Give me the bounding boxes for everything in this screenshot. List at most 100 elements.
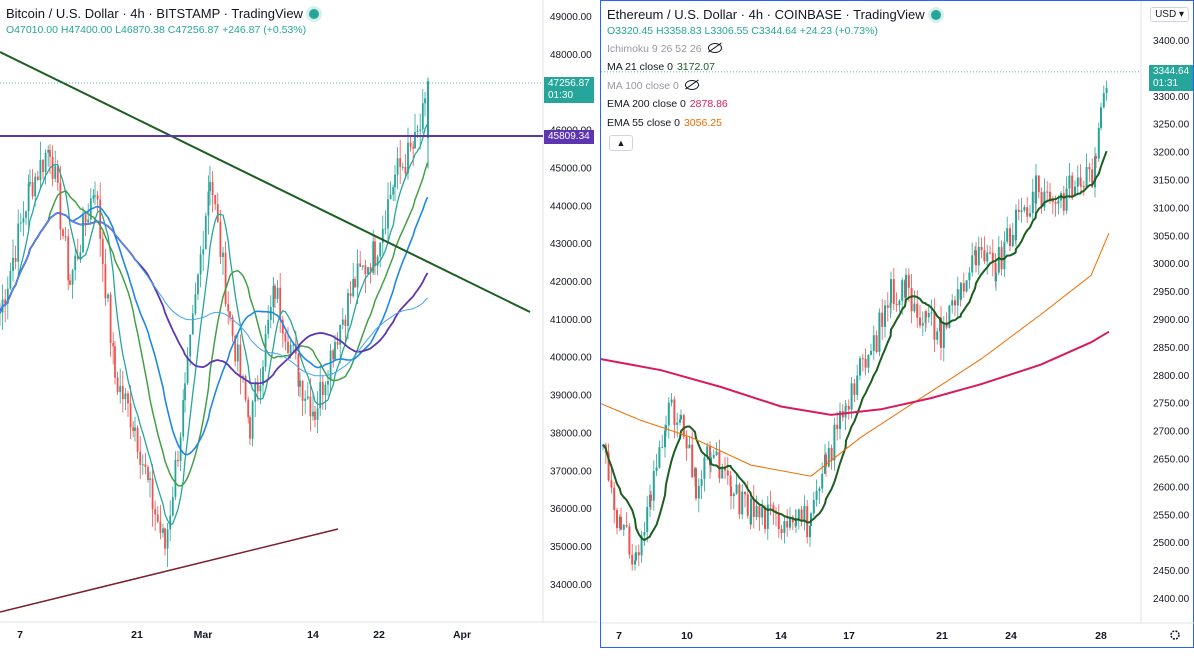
eth-candle [1023, 207, 1026, 211]
btc-candle [14, 257, 17, 262]
indicator-ema200[interactable]: EMA 200 close 0 2878.86 [607, 98, 728, 110]
btc-candle [29, 181, 31, 184]
eth-candle [750, 498, 752, 525]
eth-date-tick: 17 [843, 630, 855, 642]
btc-candle [62, 229, 64, 237]
btc-candle [149, 478, 151, 480]
indicator-ma21-label: MA 21 close 0 [607, 61, 673, 73]
currency-selector[interactable]: USD ▾ [1150, 7, 1189, 22]
btc-candle [407, 142, 409, 174]
btc-candle [27, 183, 30, 212]
eth-candle [726, 470, 729, 476]
indicator-ma100-label: MA 100 close 0 [607, 80, 679, 92]
eth-candle [715, 451, 718, 456]
btc-price-tick: 40000.00 [550, 353, 592, 364]
eth-candle [812, 499, 815, 514]
btc-candle [39, 159, 42, 181]
btc-candle [239, 344, 242, 377]
eth-candle [800, 509, 803, 522]
btc-candle [279, 287, 282, 320]
eth-candle [780, 528, 783, 533]
eth-candle [954, 300, 956, 306]
eth-candle [870, 350, 872, 355]
btc-candle [199, 254, 202, 275]
hidden-eye-icon[interactable] [684, 80, 699, 90]
eth-date-tick: 24 [1005, 630, 1017, 642]
eth-candle [948, 305, 951, 328]
eth-candle [1082, 186, 1085, 188]
eth-chart-pane[interactable]: 3400.003350.003300.003250.003200.003150.… [600, 0, 1194, 648]
eth-candle [688, 444, 691, 449]
eth-ema200-line [601, 330, 1110, 416]
btc-candle [19, 222, 22, 224]
btc-candle [381, 228, 384, 243]
indicator-ichimoku[interactable]: Ichimoku 9 26 52 26 [607, 43, 722, 55]
eth-title-text: Ethereum / U.S. Dollar · 4h · COINBASE ·… [607, 7, 925, 22]
eth-candle [1085, 167, 1088, 188]
btc-candle [191, 313, 194, 335]
btc-candle [144, 464, 147, 467]
btc-candle [87, 219, 90, 223]
btc-candle [379, 242, 382, 257]
btc-chart-pane[interactable]: 49000.0048000.0046000.0045000.0044000.00… [0, 0, 598, 648]
eth-candle [994, 262, 997, 282]
btc-candle [216, 204, 219, 222]
btc-candle [389, 194, 392, 200]
eth-candle [1079, 177, 1082, 186]
eth-candle [872, 335, 875, 351]
btc-candle [219, 221, 222, 257]
eth-candle [646, 506, 649, 532]
eth-price-tick: 3000.00 [1153, 259, 1190, 270]
eth-candle [977, 246, 980, 266]
eth-price-tick: 2600.00 [1153, 482, 1190, 493]
eth-candle [951, 300, 954, 306]
btc-chart-title: Bitcoin / U.S. Dollar · 4h · BITSTAMP · … [6, 6, 319, 21]
eth-candle [818, 488, 821, 491]
indicator-ema200-label: EMA 200 close 0 [607, 98, 686, 110]
collapse-legend-button[interactable]: ▲ [609, 135, 633, 151]
eth-candle [1011, 234, 1014, 247]
indicator-ma21[interactable]: MA 21 close 0 3172.07 [607, 61, 715, 73]
btc-candle [69, 280, 71, 285]
eth-date-tick: 7 [616, 630, 622, 642]
eth-candle [676, 422, 679, 425]
btc-candle [369, 267, 372, 273]
eth-candle [997, 247, 1000, 273]
eth-candle [724, 468, 726, 471]
eth-chart-canvas[interactable]: 3400.003350.003300.003250.003200.003150.… [601, 1, 1194, 649]
eth-candle [910, 287, 913, 312]
btc-candle [339, 324, 342, 345]
eth-candle [853, 383, 856, 395]
btc-candle [31, 181, 34, 197]
eth-chart-title: Ethereum / U.S. Dollar · 4h · COINBASE ·… [607, 7, 941, 22]
eth-candle [867, 354, 870, 368]
indicator-ema55[interactable]: EMA 55 close 0 3056.25 [607, 117, 722, 129]
btc-chart-canvas[interactable]: 49000.0048000.0046000.0045000.0044000.00… [0, 0, 598, 648]
btc-candle [304, 398, 307, 401]
btc-candle [267, 319, 270, 334]
btc-candle [134, 427, 136, 431]
eth-candle [968, 272, 971, 281]
bottom-toolbar [0, 648, 1194, 656]
btc-candle [136, 427, 139, 452]
btc-candle [104, 263, 107, 299]
btc-candle [376, 256, 379, 266]
eth-date-tick: 14 [775, 630, 787, 642]
eth-high: H3358.83 [656, 25, 702, 37]
eth-candle [861, 358, 864, 360]
eth-candle [664, 430, 666, 448]
btc-candle [361, 265, 364, 267]
btc-candle [416, 130, 419, 132]
eth-candle [618, 516, 621, 529]
btc-candle [197, 274, 199, 295]
btc-candle [231, 316, 234, 336]
btc-candle [256, 384, 259, 392]
btc-candle [259, 385, 262, 392]
btc-candle [222, 252, 224, 257]
eth-candle [649, 494, 651, 507]
hidden-eye-icon[interactable] [707, 43, 722, 53]
eth-candle [919, 317, 921, 326]
eth-candle [886, 305, 889, 308]
indicator-ma100[interactable]: MA 100 close 0 [607, 80, 699, 92]
btc-price-tick: 41000.00 [550, 315, 592, 326]
